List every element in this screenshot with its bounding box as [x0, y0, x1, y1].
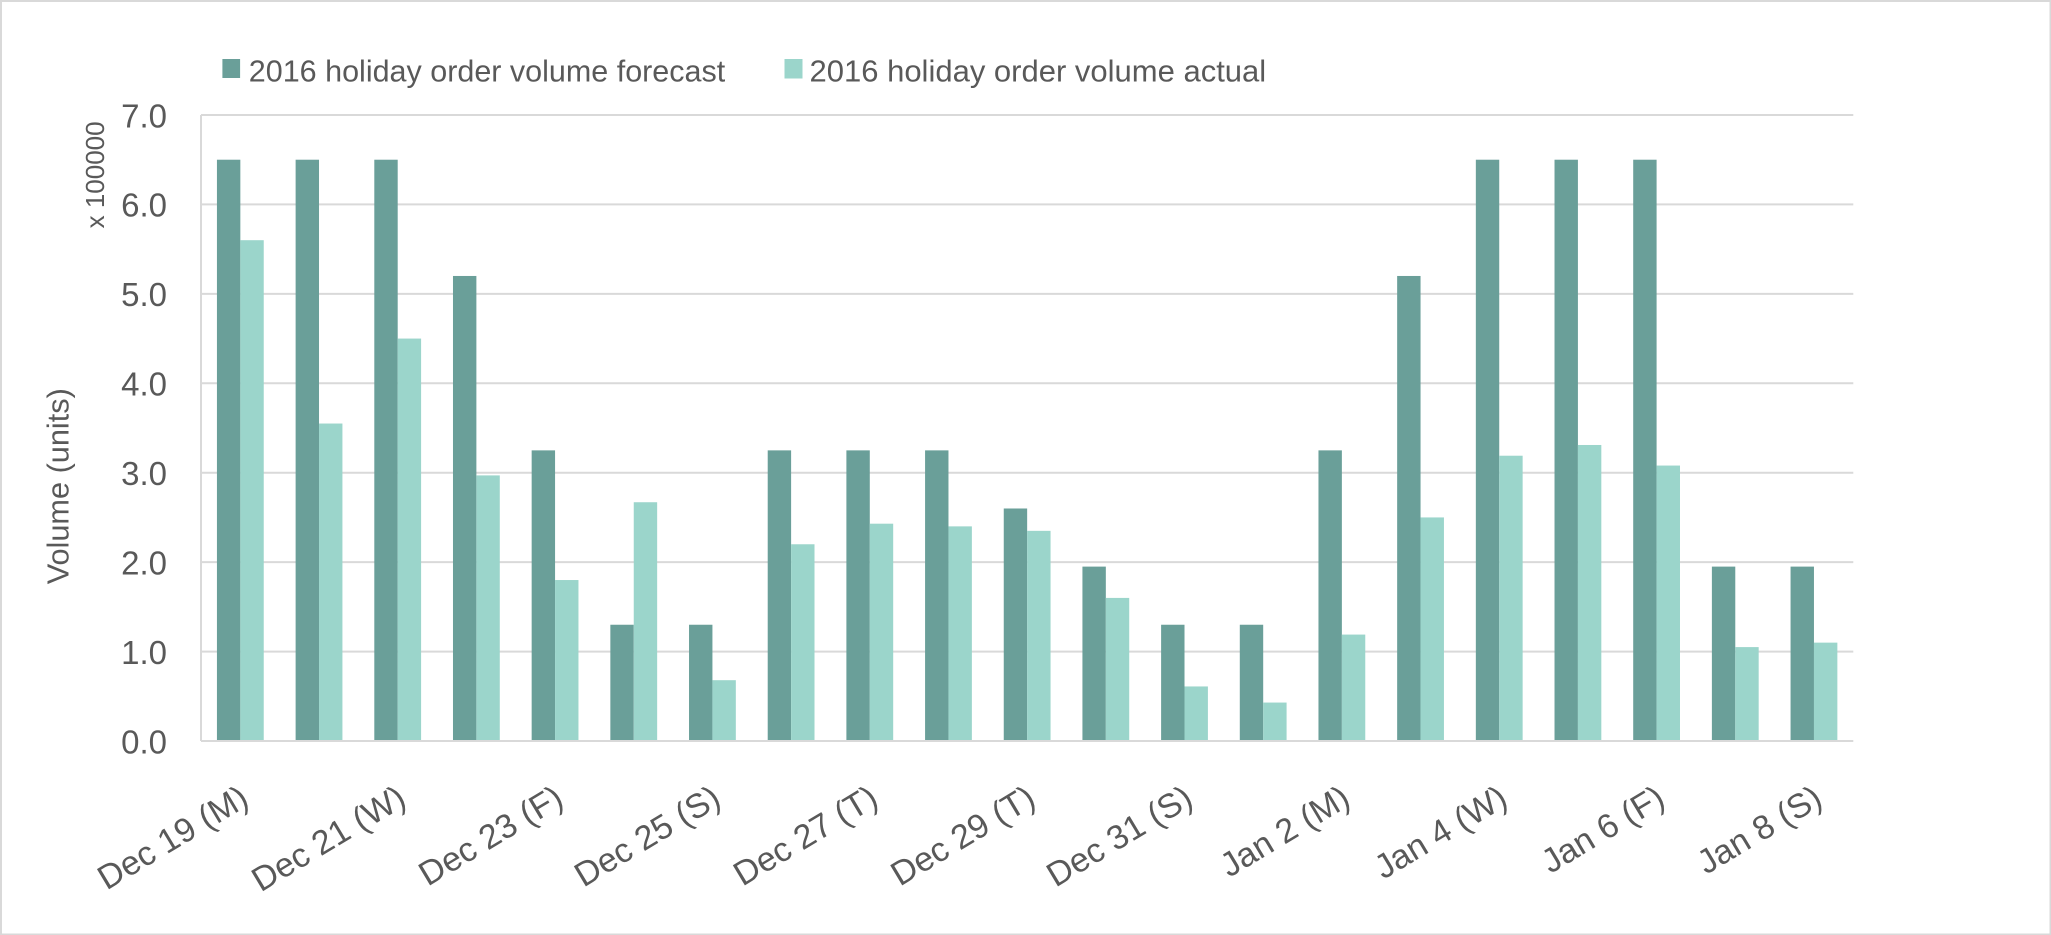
svg-text:2016 holiday order volume fore: 2016 holiday order volume forecast [249, 55, 726, 89]
svg-text:2.0: 2.0 [121, 544, 167, 581]
svg-text:3.0: 3.0 [121, 455, 167, 492]
svg-text:2016 holiday order volume actu: 2016 holiday order volume actual [810, 54, 1267, 89]
svg-text:7.0: 7.0 [121, 97, 167, 134]
svg-text:1.0: 1.0 [121, 634, 167, 671]
svg-text:Volume (units): Volume (units) [40, 388, 75, 584]
svg-text:4.0: 4.0 [121, 366, 167, 403]
svg-text:0.0: 0.0 [121, 723, 167, 760]
svg-text:5.0: 5.0 [121, 276, 167, 313]
svg-text:6.0: 6.0 [121, 187, 167, 224]
svg-text:x 100000: x 100000 [80, 121, 110, 228]
